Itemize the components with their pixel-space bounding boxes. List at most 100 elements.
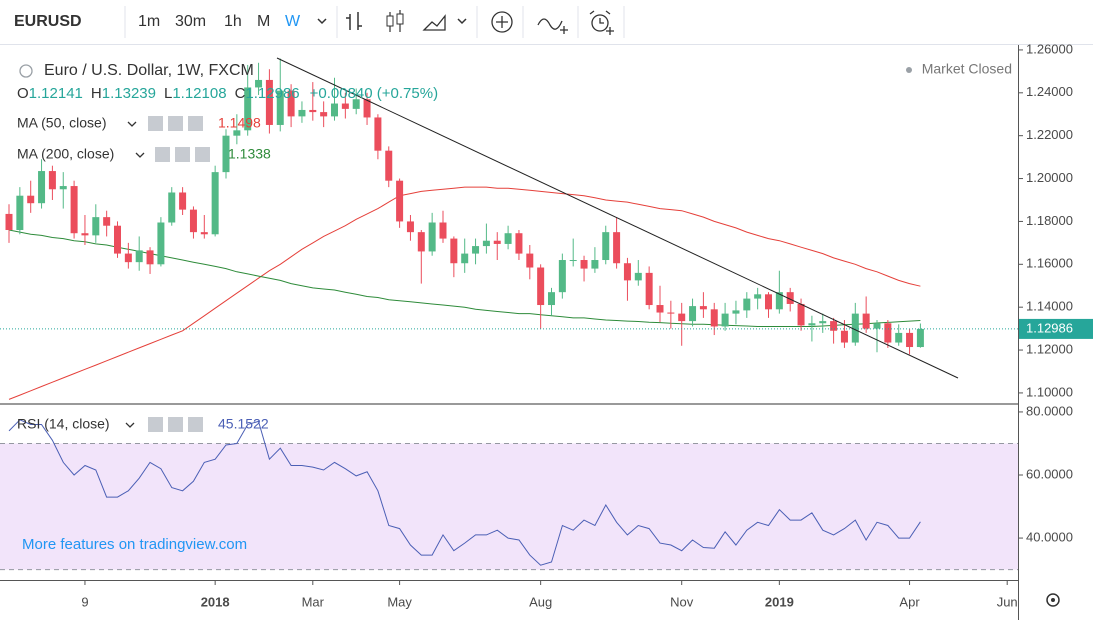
interval-dropdown[interactable] (317, 18, 327, 25)
alert-icon[interactable] (591, 14, 609, 32)
candle-body (819, 321, 827, 324)
candles-icon[interactable] (396, 13, 404, 25)
legend-entry: RSI (14, close) (17, 416, 110, 432)
interval[interactable]: 1h (224, 13, 242, 30)
candle-body (851, 313, 859, 343)
eye-button[interactable] (148, 116, 163, 131)
y-tick-label: 1.12000 (1026, 341, 1073, 356)
candle-body (135, 250, 143, 263)
candle-body (472, 246, 480, 254)
chart-title: Euro / U.S. Dollar, 1W, FXCM (44, 62, 254, 79)
symbol[interactable]: EURUSD (14, 13, 82, 30)
interval-active[interactable]: W (285, 13, 301, 30)
candle-body (862, 313, 870, 329)
candle-body (754, 294, 762, 299)
x-tick-label: Mar (302, 594, 325, 609)
candle-body (786, 292, 794, 304)
candle-body (895, 332, 903, 343)
settings-button[interactable] (175, 147, 190, 162)
compare-icon[interactable] (537, 18, 568, 34)
x-tick-label: 2018 (201, 594, 230, 609)
style-dropdown[interactable] (457, 18, 467, 25)
candle-body (276, 90, 284, 125)
candle-body (81, 233, 89, 236)
x-tick-label: Nov (670, 594, 694, 609)
y-tick-label: 40.0000 (1026, 530, 1073, 545)
y-tick-label: 1.14000 (1026, 299, 1073, 314)
indicators-icon[interactable] (491, 11, 513, 33)
candle-body (255, 79, 263, 88)
area-icon[interactable] (422, 14, 446, 31)
candle-body (580, 260, 588, 269)
candle-body (830, 321, 838, 331)
ohlc-value: 1.12986 (245, 85, 299, 102)
interval[interactable]: M (257, 13, 270, 30)
settings-gear[interactable] (1046, 593, 1060, 607)
bars-icon[interactable] (346, 12, 362, 30)
remove-button[interactable] (188, 116, 203, 131)
candle-body (211, 172, 219, 235)
candle-body (689, 306, 697, 322)
ohlc-value: 1.12108 (172, 85, 226, 102)
trend-line[interactable] (276, 57, 959, 379)
rsi-line (8, 419, 921, 566)
symbol-icon (19, 64, 33, 78)
interval[interactable]: 30m (175, 13, 206, 30)
candle-body (840, 330, 848, 343)
watermark[interactable]: More features on tradingview.com (22, 536, 247, 553)
settings-button[interactable] (168, 116, 183, 131)
indicators-icon[interactable] (496, 16, 508, 28)
candle-body (623, 263, 631, 281)
candle-body (385, 150, 393, 181)
candle-body (157, 222, 165, 265)
candle-body (233, 130, 241, 136)
candle-body (374, 117, 382, 151)
candle-body (504, 233, 512, 244)
legend-dropdown[interactable] (127, 121, 137, 127)
candle-body (558, 260, 566, 293)
candle-body (569, 260, 577, 262)
candle-body (331, 103, 338, 117)
legend-buttons (155, 147, 210, 162)
legend-dropdown[interactable] (135, 152, 145, 158)
alert-icon[interactable] (589, 10, 614, 35)
candle-body (439, 222, 447, 239)
candle-body (461, 253, 469, 264)
candle-body (363, 99, 371, 118)
eye-button[interactable] (148, 417, 163, 432)
candle-body (103, 217, 111, 226)
candle-body (48, 171, 56, 190)
legend-dropdown[interactable] (125, 422, 135, 428)
candle-body (450, 238, 458, 264)
gear-icon[interactable] (1046, 593, 1060, 607)
candle-body (320, 112, 328, 117)
remove-button[interactable] (195, 147, 210, 162)
candle-body (59, 186, 67, 190)
candle-body (124, 253, 132, 263)
candle-body (38, 171, 46, 204)
candles-icon[interactable] (386, 15, 394, 27)
ohlc-label: H (91, 85, 102, 102)
settings-button[interactable] (168, 417, 183, 432)
interval[interactable]: 1m (138, 13, 160, 30)
change: +0.00840 (+0.75%) (310, 85, 438, 102)
candle-body (189, 209, 197, 233)
y-tick-label: 1.10000 (1026, 384, 1073, 399)
legend-value: 45.1522 (218, 416, 269, 432)
x-tick-label: 2019 (765, 594, 794, 609)
ohlc-value: 1.13239 (102, 85, 156, 102)
x-tick-label: May (387, 594, 412, 609)
gear-icon[interactable] (1051, 598, 1055, 602)
candle-body (222, 135, 230, 173)
last-price-box (1019, 318, 1093, 339)
x-tick-label: Jun (997, 594, 1018, 609)
ohlc-label: L (164, 85, 172, 102)
candle-body (613, 232, 621, 264)
candle-body (537, 267, 545, 306)
candle-body (70, 186, 78, 234)
candle-body (396, 180, 404, 222)
remove-button[interactable] (188, 417, 203, 432)
eye-button[interactable] (155, 147, 170, 162)
candle-body (287, 90, 295, 117)
